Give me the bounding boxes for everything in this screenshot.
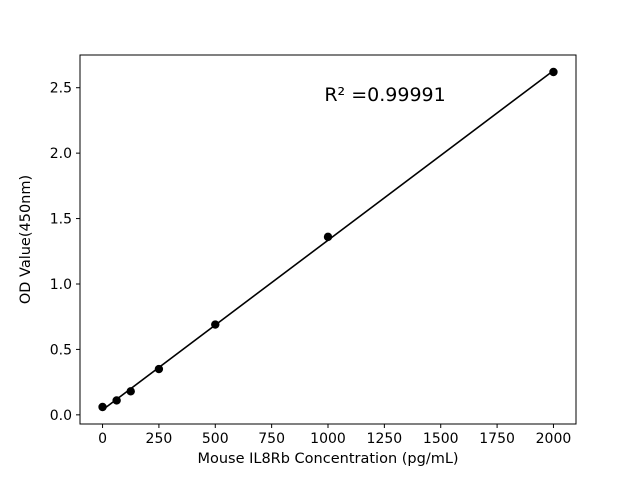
- data-point: [211, 320, 220, 329]
- data-point: [154, 364, 164, 374]
- data-point: [98, 402, 107, 412]
- data-point: [549, 67, 558, 77]
- y-tick-label: 0.5: [50, 342, 72, 358]
- y-axis-label: OD Value(450nm): [18, 175, 34, 304]
- y-tick-label: 1.5: [50, 212, 72, 228]
- x-tick-label: 0: [98, 431, 107, 447]
- x-tick-label: 500: [202, 431, 229, 447]
- y-tick-label: 0.0: [50, 408, 72, 424]
- data-point: [112, 396, 121, 405]
- y-tick-label: 1.0: [50, 277, 72, 293]
- r-squared-annotation: R² =0.99991: [324, 84, 445, 106]
- x-tick-label: 1500: [423, 431, 459, 447]
- y-tick-label: 2.0: [50, 146, 72, 162]
- x-tick-label: 250: [146, 431, 173, 447]
- x-tick-label: 750: [258, 431, 285, 447]
- x-tick-label: 1750: [479, 431, 515, 447]
- x-tick-label: 2000: [536, 431, 572, 447]
- x-axis-label: Mouse IL8Rb Concentration (pg/mL): [197, 451, 458, 467]
- x-tick-label: 1000: [310, 431, 346, 447]
- x-tick-label: 1250: [367, 431, 403, 447]
- data-point: [323, 232, 333, 242]
- data-point: [126, 387, 135, 396]
- y-tick-label: 2.5: [50, 81, 72, 97]
